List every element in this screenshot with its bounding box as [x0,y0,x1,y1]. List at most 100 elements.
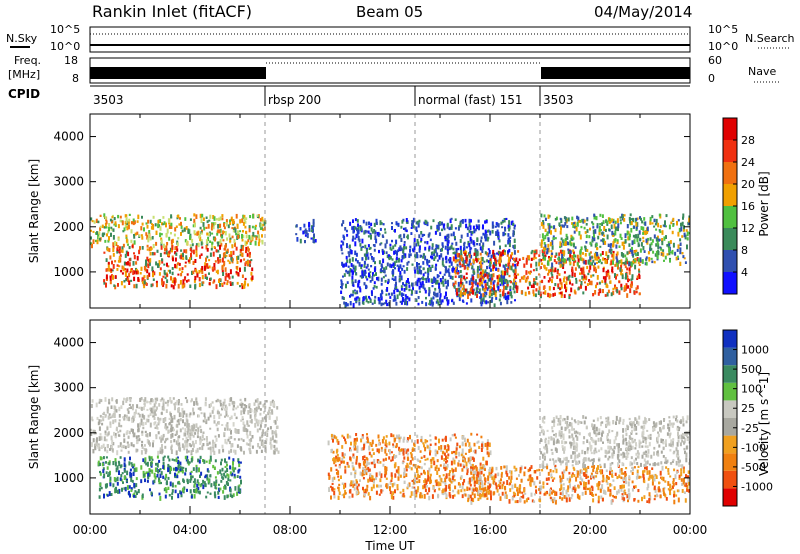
data-cell [567,275,570,281]
data-cell [362,466,365,470]
data-cell [584,253,587,257]
data-cell [444,238,447,242]
data-cell [394,267,396,270]
data-cell [131,464,134,467]
data-cell [366,438,369,443]
data-cell [493,280,496,283]
data-cell [162,275,165,278]
data-cell [170,446,173,451]
data-cell [200,239,203,242]
data-cell [565,286,568,291]
data-cell [151,469,154,474]
data-cell [417,277,420,282]
data-cell [165,488,168,494]
data-cell [354,265,357,271]
data-cell [542,291,545,295]
data-cell [380,264,383,267]
data-cell [249,420,252,423]
data-cell [355,233,358,238]
data-cell [95,402,98,408]
data-cell [408,297,411,302]
data-cell [165,409,168,413]
data-cell [183,445,186,451]
noise-left-tick-high: 10^5 [50,23,80,36]
data-cell [98,401,101,404]
data-cell [205,436,208,441]
data-cell [237,486,240,491]
data-cell [504,267,507,271]
data-cell [456,288,459,293]
data-cell [118,488,121,494]
data-cell [212,251,215,257]
data-cell [217,241,220,247]
data-cell [142,427,145,430]
data-cell [489,230,492,236]
data-cell [409,245,412,249]
data-cell [604,294,607,297]
data-cell [433,253,436,257]
data-cell [493,262,495,267]
data-cell [606,292,609,297]
data-cell [683,232,686,238]
data-cell [206,276,208,280]
data-cell [400,275,403,281]
data-cell [235,213,238,219]
data-cell [173,403,176,406]
data-cell [125,236,128,239]
data-cell [559,262,562,268]
data-cell [587,259,590,264]
data-cell [398,437,401,440]
data-cell [126,275,129,281]
data-cell [368,272,370,278]
data-cell [147,418,150,423]
data-cell [561,253,564,259]
data-cell [459,239,462,243]
data-cell [453,494,456,497]
data-cell [401,461,404,464]
data-cell [152,442,154,448]
data-cell [118,470,120,475]
data-cell [541,252,544,256]
data-cell [441,299,444,303]
data-cell [655,250,658,256]
data-cell [368,221,370,226]
data-cell [514,273,517,276]
data-cell [359,225,362,228]
data-cell [429,473,432,477]
data-cell [223,398,226,404]
y-tick-label: 1000 [53,265,84,279]
data-cell [93,429,96,435]
data-cell [446,460,449,463]
data-cell [109,255,112,260]
data-cell [134,490,137,493]
data-cell [308,227,311,232]
data-cell [598,289,601,292]
data-cell [588,235,591,239]
data-cell [404,294,407,297]
cpid-row: 3503 rbsp 200 normal (fast) 151 3503 [90,85,690,107]
data-cell [584,259,587,265]
data-cell [501,276,504,280]
data-cell [422,485,425,490]
data-cell [223,281,226,285]
data-cell [681,252,684,255]
data-cell [102,467,105,471]
data-cell [403,475,406,479]
data-cell [271,400,274,404]
data-cell [509,288,512,291]
data-cell [336,457,339,462]
data-cell [623,241,626,245]
data-cell [131,418,134,423]
data-cell [464,278,467,281]
data-cell [602,220,605,224]
data-cell [418,466,421,469]
data-cell [495,296,498,300]
data-cell [391,239,393,243]
data-cell [149,219,152,224]
data-cell [454,272,457,275]
data-cell [215,437,218,442]
data-cell [254,407,256,412]
data-cell [560,285,563,289]
data-cell [613,223,616,229]
data-cell [542,237,545,242]
